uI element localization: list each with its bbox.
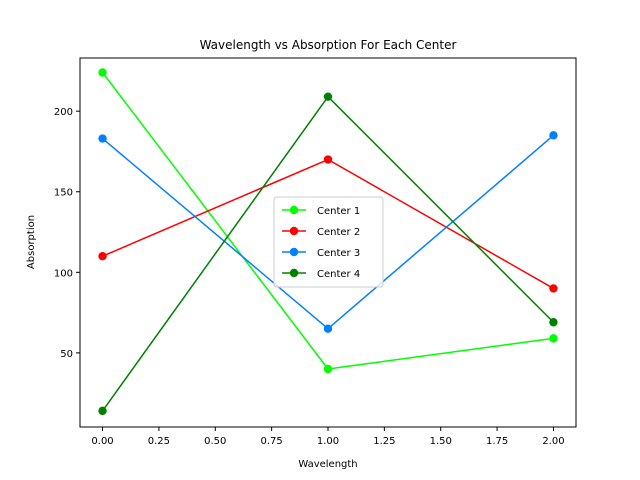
data-point <box>549 284 558 293</box>
data-point <box>98 406 107 416</box>
y-axis-label: Absorption <box>26 215 37 269</box>
series-layer <box>98 68 558 416</box>
y-axis-ticks: 50 100 150 200 <box>54 107 80 360</box>
y-tick-label: 150 <box>54 188 73 199</box>
legend-label: Center 3 <box>317 248 360 259</box>
x-tick-label: 2.00 <box>542 436 564 447</box>
x-tick-label: 0.75 <box>261 436 283 447</box>
data-point <box>98 134 107 143</box>
series-3 <box>98 131 558 333</box>
y-tick-label: 200 <box>54 107 73 118</box>
chart-title: Wavelength vs Absorption For Each Center <box>200 38 457 52</box>
x-tick-label: 1.00 <box>317 436 339 447</box>
data-point <box>323 92 333 101</box>
series-2 <box>98 155 558 293</box>
x-tick-label: 1.25 <box>373 436 395 447</box>
x-tick-label: 1.50 <box>430 436 452 447</box>
legend-marker <box>289 205 299 215</box>
series-4 <box>98 92 558 416</box>
data-point <box>98 251 107 261</box>
y-tick-label: 100 <box>54 268 73 279</box>
x-axis-label: Wavelength <box>298 459 357 470</box>
x-tick-label: 0.25 <box>148 436 170 447</box>
x-tick-label: 1.75 <box>486 436 508 447</box>
legend: Center 1 Center 2 Center 3 Center 4 <box>273 196 384 288</box>
legend-box <box>273 196 384 288</box>
data-point <box>323 155 333 164</box>
legend-label: Center 2 <box>317 227 360 238</box>
data-point <box>549 334 558 343</box>
data-point <box>549 131 558 140</box>
x-tick-label: 0.50 <box>204 436 226 447</box>
y-tick-label: 50 <box>60 349 73 360</box>
legend-label: Center 4 <box>317 269 360 280</box>
data-point <box>98 68 107 77</box>
legend-label: Center 1 <box>317 206 360 217</box>
legend-marker <box>289 268 299 278</box>
legend-marker <box>289 226 299 236</box>
legend-marker <box>289 247 299 257</box>
x-axis-ticks: 0.00 0.25 0.50 0.75 1.00 1.25 1.50 1.75 2.00 <box>91 427 565 447</box>
data-point <box>549 318 558 327</box>
data-point <box>323 364 333 374</box>
series-1 <box>98 68 558 374</box>
x-tick-label: 0.00 <box>91 436 113 447</box>
data-point <box>323 324 333 333</box>
